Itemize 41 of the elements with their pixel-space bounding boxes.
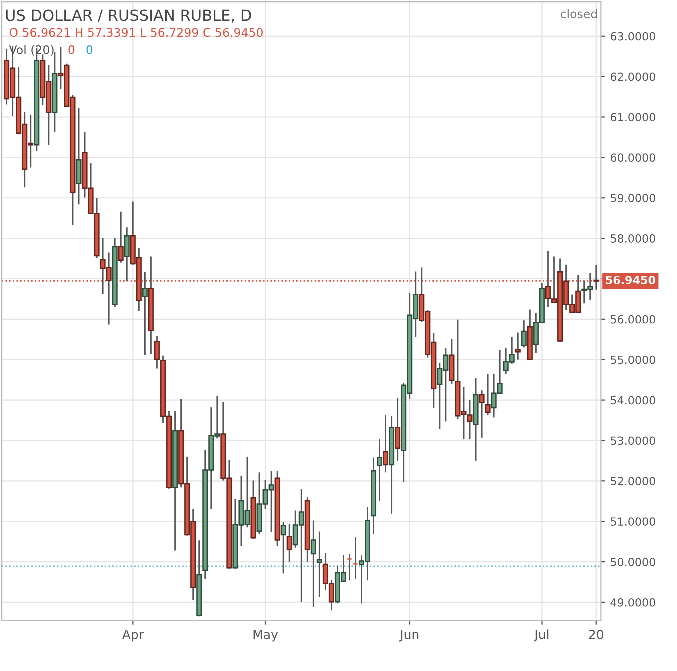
y-tick-label: 61.0000 [610,113,656,122]
x-tick-label: May [254,630,278,642]
y-tick-label: 51.0000 [611,518,656,526]
candlestick [316,531,322,598]
candlestick [521,320,527,348]
candlestick [76,107,82,206]
x-tick-label: 20 [589,630,604,640]
chart-title: US DOLLAR / RUSSIAN RUBLE, D [6,10,252,23]
x-tick-label: Jun [399,630,419,642]
y-tick-label: 56.0000 [611,315,656,324]
y-tick-label: 55.0000 [611,356,656,364]
candlestick [383,414,389,474]
candlestick [485,374,491,416]
candlestick [124,226,130,282]
y-tick-label: 54.0000 [611,396,656,405]
annotation: O 56.9621 H 57.3391 L 56.7299 C 56.9450 [10,28,263,38]
y-tick-label: 52.0000 [611,477,656,486]
y-tick-label: 59.0000 [611,194,656,203]
candlestick [310,520,316,608]
candlestick [286,523,292,564]
annotation: 0 [86,46,93,54]
annotation: 0 [68,46,75,54]
candlestick [515,332,521,361]
ref-line-label: 56.9450 [606,276,656,284]
candlestick [479,390,485,439]
y-tick-label: 50.0000 [611,558,656,566]
x-tick-label: Jul [534,630,549,642]
candlestick [280,522,286,574]
y-tick-label: 49.0000 [610,598,656,607]
y-tick-label: 63.0000 [610,32,656,41]
x-tick-label: Apr [122,630,144,642]
annotation: closed [560,9,598,19]
y-tick-label: 62.0000 [610,72,656,82]
candlestick [154,336,160,370]
candlestick [142,271,148,356]
y-tick-label: 60.0000 [610,154,656,162]
y-tick-label: 53.0000 [611,436,656,446]
candlestick [395,397,401,462]
candlestick [377,438,383,502]
y-tick-label: 58.0000 [611,234,656,243]
candlestick [118,211,124,264]
